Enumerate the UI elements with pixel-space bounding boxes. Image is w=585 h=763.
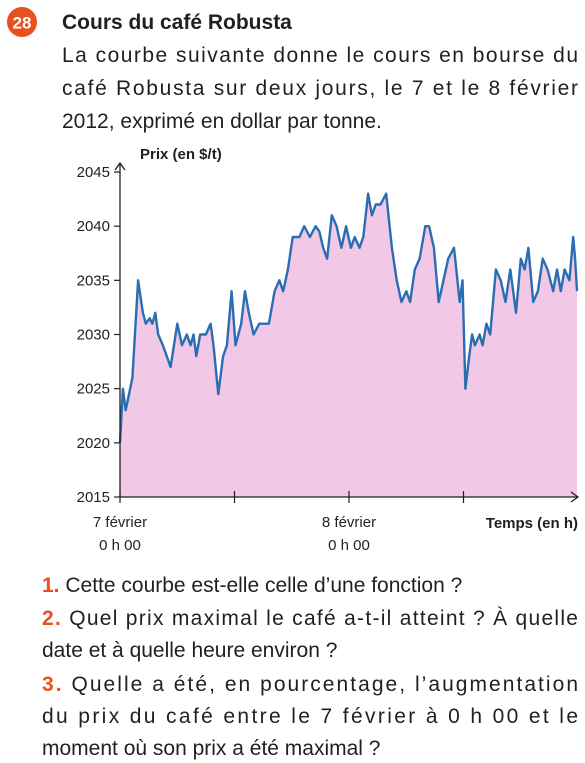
- chart: Prix (en $/t) Temps (en h) 2015 2020 2025 203…: [77, 146, 580, 554]
- y-axis-label: Prix (en $/t): [140, 146, 222, 163]
- x-tick-label: 8 février: [322, 514, 376, 531]
- exercise-badge: [7, 7, 37, 37]
- exercise-number: 28: [13, 14, 32, 33]
- intro-line: La courbe suivante donne le cours en bou…: [62, 44, 578, 67]
- x-tick-label: 7 février: [93, 514, 147, 531]
- x-arrow: [570, 491, 580, 503]
- question-text: Quel prix maximal le café a-t-il atteint…: [69, 607, 578, 630]
- area: [120, 193, 577, 497]
- question-text: Cette courbe est-elle celle d’une foncti…: [65, 574, 462, 597]
- question-text: Quelle a été, en pourcentage, l’augmenta…: [71, 673, 578, 696]
- question: 2. Quel prix maximal le café a-t-il atte…: [42, 607, 578, 630]
- question-number: 3.: [42, 673, 62, 696]
- y-tick-label: 2015: [77, 489, 110, 506]
- exercise-title: Cours du café Robusta: [62, 11, 292, 34]
- y-tick-label: 2020: [77, 435, 110, 452]
- y-arrow: [114, 161, 126, 171]
- question: 1. Cette courbe est-elle celle d’une fon…: [42, 574, 462, 597]
- question-text: date et à quelle heure environ ?: [42, 639, 337, 662]
- question-number: 1.: [42, 574, 60, 597]
- price-line: [118, 192, 579, 443]
- y-tick-label: 2030: [77, 327, 110, 344]
- x-axis-label: Temps (en h): [486, 515, 578, 532]
- y-tick-label: 2040: [77, 218, 110, 235]
- question-text: du prix du café entre le 7 février à 0 h…: [42, 705, 578, 728]
- intro-line: 2012, exprimé en dollar par tonne.: [62, 110, 382, 133]
- y-tick-label: 2035: [77, 272, 110, 289]
- y-tick-label: 2025: [77, 381, 110, 398]
- intro-line: café Robusta sur deux jours, le 7 et le …: [62, 77, 578, 100]
- y-tick-label: 2045: [77, 164, 110, 181]
- question-number: 2.: [42, 607, 61, 630]
- x-tick-label: 0 h 00: [99, 537, 141, 554]
- x-tick-label: 0 h 00: [328, 537, 370, 554]
- question: 3. Quelle a été, en pourcentage, l’augme…: [42, 673, 578, 696]
- question-text: moment où son prix a été maximal ?: [42, 737, 380, 760]
